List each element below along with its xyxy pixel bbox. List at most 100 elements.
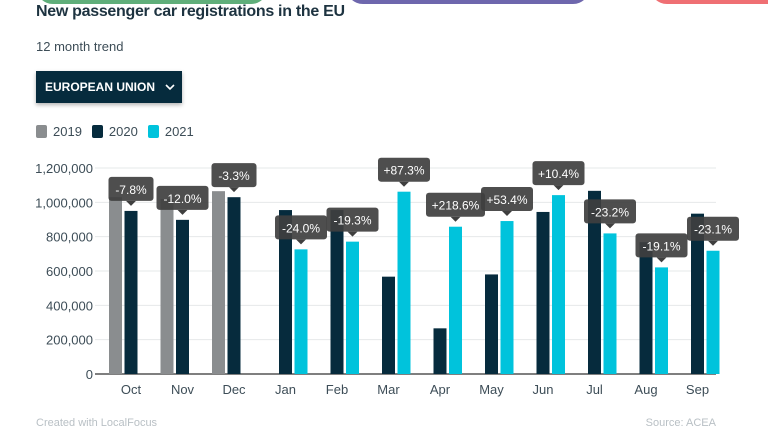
region-dropdown[interactable]: EUROPEAN UNION — [36, 71, 182, 103]
tab-pill-purple[interactable] — [346, 0, 590, 4]
y-tick-label: 600,000 — [46, 264, 93, 279]
change-label-box — [156, 185, 209, 210]
change-label: -3.3% — [218, 169, 250, 183]
bar-2020-Jul — [588, 190, 601, 374]
x-tick-label: May — [479, 382, 504, 397]
change-label-pointer — [399, 181, 409, 187]
change-label-box — [532, 161, 585, 186]
change-label: +218.6% — [432, 199, 480, 213]
bar-2020-Sep — [691, 213, 704, 374]
change-label-pointer — [296, 239, 306, 245]
region-dropdown-label: EUROPEAN UNION — [45, 80, 156, 94]
bar-2021-Jan — [294, 249, 308, 374]
bar-2019-Nov — [160, 198, 174, 374]
bar-2020-Apr — [433, 328, 447, 374]
change-label: +87.3% — [383, 164, 424, 178]
footer-credit[interactable]: Created with LocalFocus — [36, 417, 158, 429]
y-tick-label: 400,000 — [46, 298, 93, 313]
y-tick-label: 1,200,000 — [35, 161, 93, 176]
change-label-box — [481, 187, 533, 212]
bar-2021-Sep — [706, 250, 720, 374]
change-label-pointer — [177, 209, 188, 215]
legend-swatch — [91, 125, 103, 138]
bar-2021-Feb — [346, 241, 359, 374]
change-label-pointer — [126, 200, 136, 206]
legend-swatch — [36, 125, 47, 138]
bar-2021-Apr — [449, 226, 462, 374]
change-label-box — [426, 192, 485, 217]
bar-2021-Mar — [397, 191, 411, 374]
bar-2020-Jan — [279, 210, 292, 374]
y-tick-label: 200,000 — [46, 333, 93, 348]
change-label-pointer — [553, 185, 564, 191]
change-label: -24.0% — [282, 221, 320, 235]
x-tick-label: Jul — [586, 382, 603, 397]
bar-2019-Dec — [212, 191, 225, 374]
x-tick-label: Jan — [275, 382, 296, 397]
change-label-pointer — [708, 240, 718, 246]
legend-item-2020[interactable]: 2020 — [91, 124, 138, 139]
chart-title: New passenger car registrations in the E… — [36, 3, 345, 20]
change-label: -19.1% — [642, 239, 680, 253]
change-label: -7.8% — [115, 183, 147, 197]
bar-2020-Aug — [639, 242, 653, 374]
bar-2020-Mar — [382, 276, 395, 374]
bar-2021-Aug — [655, 267, 668, 374]
change-label: -23.2% — [591, 205, 629, 219]
y-tick-label: 1,000,000 — [35, 195, 93, 210]
legend-item-2019[interactable]: 2019 — [36, 124, 82, 139]
change-label-box — [584, 199, 636, 224]
bar-chart: 0 200,000 400,000 600,000 800,000 1,000,000 1,… — [35, 157, 739, 397]
y-tick-label: 800,000 — [46, 230, 93, 245]
change-label-box — [326, 207, 379, 232]
x-tick-label: Oct — [121, 382, 142, 397]
bar-2020-Dec — [227, 197, 241, 374]
bar-2021-May — [500, 221, 514, 374]
bar-2020-Nov — [176, 219, 189, 374]
bar-2019-Oct — [109, 197, 122, 374]
chevron-down-icon — [165, 83, 175, 90]
x-tick-label: Sep — [686, 382, 709, 397]
change-label: +53.4% — [486, 193, 527, 207]
x-tick-label: Apr — [430, 382, 451, 397]
x-tick-label: Aug — [634, 382, 657, 397]
change-label-pointer — [656, 257, 667, 263]
x-tick-label: Dec — [222, 382, 246, 397]
change-label-box — [108, 176, 154, 201]
change-label-pointer — [605, 223, 615, 229]
x-tick-label: Feb — [326, 382, 348, 397]
change-label: -23.1% — [694, 223, 732, 237]
bar-2021-Jun — [552, 195, 565, 374]
footer-source: Source: ACEA — [645, 417, 716, 429]
legend-label: 2020 — [108, 124, 138, 139]
chart-subtitle: 12 month trend — [36, 39, 124, 54]
legend-item-2021[interactable]: 2021 — [147, 124, 194, 139]
legend-swatch — [147, 125, 159, 138]
change-label-pointer — [450, 216, 461, 222]
change-label: -12.0% — [163, 192, 201, 206]
change-label-pointer — [347, 231, 358, 237]
legend-label: 2021 — [164, 124, 194, 139]
legend-label: 2019 — [53, 124, 82, 139]
tab-pill-red[interactable] — [650, 0, 768, 4]
bar-2020-Jun — [536, 211, 550, 374]
bar-2020-May — [485, 274, 498, 374]
change-label-box — [275, 215, 327, 240]
x-tick-label: Mar — [377, 382, 400, 397]
y-tick-label: 0 — [86, 367, 93, 382]
change-label-pointer — [502, 211, 512, 217]
bar-2020-Feb — [330, 210, 344, 374]
change-label-box — [211, 163, 257, 188]
change-label-box — [687, 216, 739, 241]
change-label: -19.3% — [333, 214, 371, 228]
tab-pill-green[interactable] — [36, 0, 268, 4]
legend: 2019 2020 2021 — [36, 124, 204, 139]
change-label: +10.4% — [538, 167, 579, 181]
change-label-box — [635, 233, 688, 258]
x-tick-label: Jun — [533, 382, 554, 397]
x-tick-label: Nov — [171, 382, 195, 397]
bar-2021-Jul — [603, 233, 617, 374]
bar-2020-Oct — [124, 210, 138, 374]
change-label-box — [378, 157, 430, 182]
change-label-pointer — [229, 187, 239, 193]
